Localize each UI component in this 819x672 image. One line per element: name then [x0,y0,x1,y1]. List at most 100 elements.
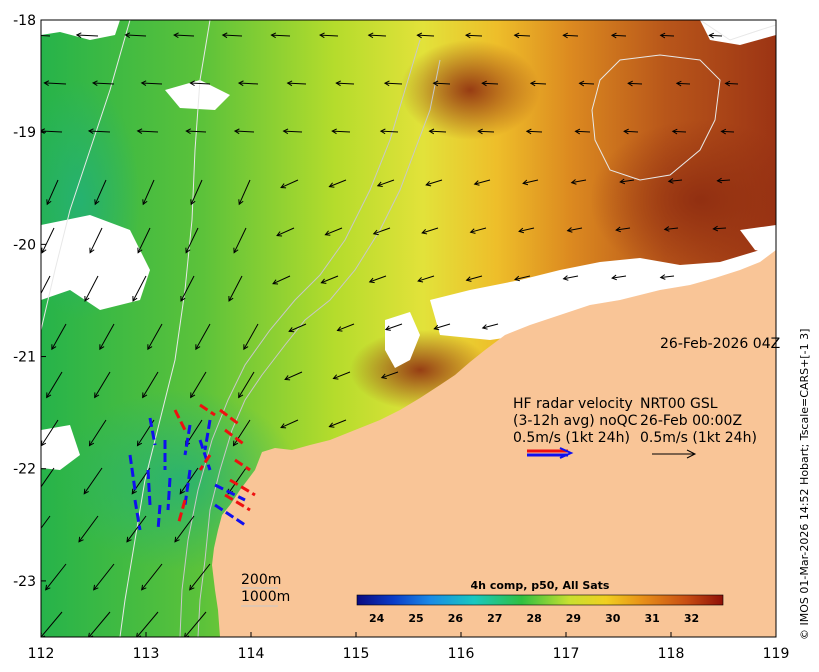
current-arrowhead [513,32,520,39]
colorbar-label: 24 [369,612,385,625]
colorbar-label: 32 [684,612,699,625]
current-arrow [46,179,59,205]
current-arrow [563,34,579,37]
current-arrow [482,82,499,85]
current-arrow [571,179,587,184]
radar-vector [214,503,246,527]
current-arrow [417,34,435,37]
current-arrow [227,467,247,495]
current-arrowhead [232,440,239,447]
current-arrowhead [336,326,343,332]
legend-model: NRT00 GSL 26-Feb 00:00Z 0.5m/s (1kt 24h) [640,396,757,459]
current-arrow [238,179,251,205]
current-arrowhead [126,536,132,543]
current-arrowhead [43,80,50,86]
current-arrowhead [417,277,424,283]
current-arrowhead [465,276,472,282]
current-arrowhead [147,344,153,351]
current-arrow [321,275,339,284]
current-arrow [620,179,635,183]
current-arrowhead [367,32,374,39]
current-arrow [336,82,355,85]
current-arrow [287,82,307,85]
current-arrowhead [140,80,147,87]
colorbar-ramp [356,594,724,606]
colorbar-label: 30 [605,612,621,625]
current-arrow [660,275,675,278]
current-arrowhead [185,128,191,135]
current-arrowhead [142,199,148,206]
legend-left-line2: (3-12h avg) noQC [513,413,638,429]
current-arrowhead [28,33,33,38]
current-arrow [132,275,147,302]
radar-vector [198,454,212,471]
current-arrow [76,34,99,37]
current-arrowhead [574,128,581,135]
current-arrow [368,34,387,37]
current-arrowhead [425,180,432,187]
current-arrow [717,179,731,182]
current-arrow [186,130,207,133]
current-arrow [136,611,159,637]
current-arrow [271,34,291,37]
legend-left-line3: 0.5m/s (1kt 24h) [513,430,630,446]
current-arrow [174,515,195,543]
current-arrowhead [36,489,40,494]
current-arrow [579,82,595,85]
lon-tick-label: 118 [658,646,685,662]
current-arrow [434,323,451,330]
current-arrow [83,467,103,495]
current-arrowhead [137,247,143,254]
current-arrowhead [525,128,532,135]
colorbar-title: 4h comp, p50, All Sats [471,579,610,592]
radar-vector [224,493,251,512]
current-arrowhead [379,128,386,135]
current-arrow [628,82,643,85]
current-arrow [195,323,211,350]
current-arrowhead [481,324,488,330]
current-arrowhead [286,80,293,87]
warm-patch [590,120,776,280]
current-arrow [41,227,55,253]
current-arrow [137,227,151,253]
current-arrowhead [627,80,633,87]
current-arrow [676,82,691,85]
current-arrowhead [189,80,196,87]
radar-vector [214,483,246,502]
current-arrowhead [619,178,626,185]
current-arrowhead [421,229,428,235]
current-arrow [190,371,207,398]
current-arrow [563,275,579,280]
radar-vector [229,478,256,497]
current-arrow [184,611,207,637]
current-arrowhead [276,231,283,237]
colorbar-label: 26 [448,612,464,625]
current-arrowhead [477,128,483,135]
current-arrow [526,130,543,133]
current-arrowhead [615,226,622,233]
current-arrowhead [659,274,666,280]
current-arrow [78,515,99,543]
current-arrowhead [189,584,195,591]
current-arrow [465,34,483,37]
current-arrowhead [380,373,387,379]
lat-tick-label: -23 [13,574,36,590]
current-arrow [329,179,347,188]
current-arrow [41,275,51,295]
current-arrow [325,227,343,236]
plot-area [28,20,776,637]
current-arrowhead [93,584,99,591]
current-arrow [93,563,115,591]
current-arrowhead [195,344,201,351]
current-arrowhead [383,80,390,87]
lon-tick-label: 114 [238,646,265,662]
current-arrowhead [610,32,617,39]
current-arrow [514,275,531,280]
current-arrowhead [124,32,131,39]
current-arrowhead [272,279,279,285]
current-arrow [530,82,547,85]
radar-vector [203,419,212,451]
current-arrowhead [372,229,379,236]
current-arrow [228,275,243,302]
current-arrowhead [611,274,617,281]
